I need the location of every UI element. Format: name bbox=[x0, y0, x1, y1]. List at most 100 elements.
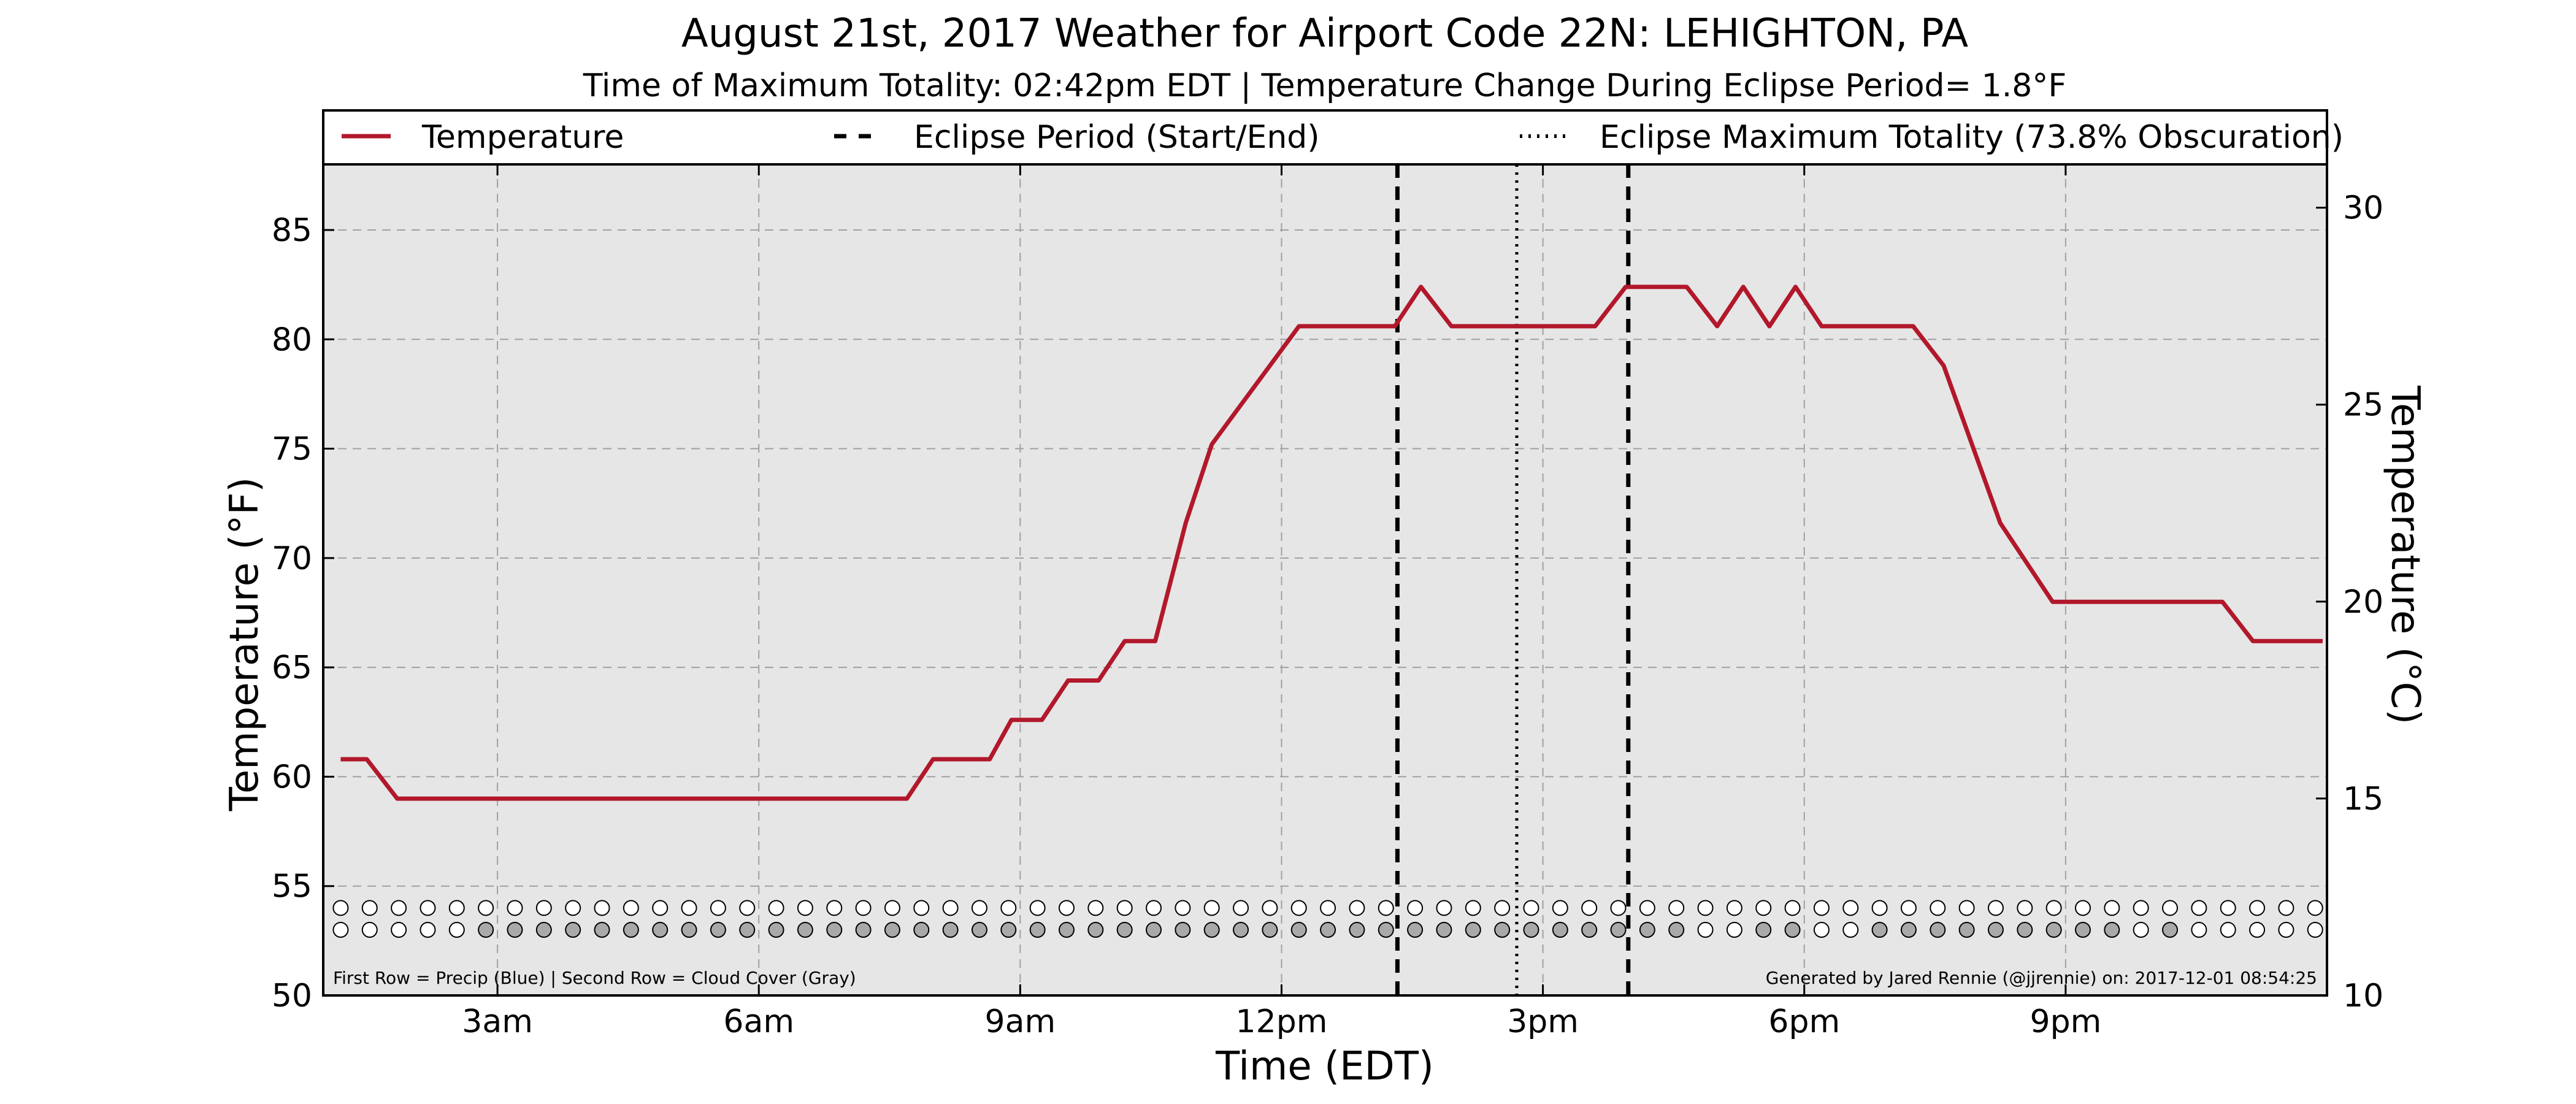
precip-dot bbox=[971, 900, 987, 916]
legend-temperature-label: Temperature bbox=[421, 119, 624, 156]
x-tick-label: 3pm bbox=[1507, 1003, 1579, 1040]
precip-dot bbox=[681, 900, 697, 916]
cloud-dot bbox=[652, 922, 669, 938]
precip-dot bbox=[652, 900, 669, 916]
precip-dot bbox=[2278, 900, 2294, 916]
precip-dot bbox=[1058, 900, 1075, 916]
precip-dot bbox=[535, 900, 552, 916]
x-tick-label: 6pm bbox=[1768, 1003, 1840, 1040]
cloud-dot bbox=[420, 922, 436, 938]
annotation-credit: Generated by Jared Rennie (@jjrennie) on… bbox=[1766, 968, 2317, 988]
precip-dot bbox=[2133, 900, 2149, 916]
cloud-dot bbox=[1581, 922, 1598, 938]
y-axis-label-right: Temperature (°C) bbox=[2382, 385, 2428, 724]
precip-dot bbox=[448, 900, 465, 916]
cloud-dot bbox=[565, 922, 581, 938]
y-right-tick-label: 20 bbox=[2343, 584, 2383, 621]
plot-area bbox=[323, 164, 2327, 995]
precip-dot bbox=[1116, 900, 1133, 916]
precip-dot bbox=[1203, 900, 1220, 916]
precip-dot bbox=[1262, 900, 1278, 916]
precip-dot bbox=[1639, 900, 1655, 916]
y-tick-label: 60 bbox=[272, 759, 312, 795]
precip-dot bbox=[1552, 900, 1568, 916]
cloud-dot bbox=[1639, 922, 1655, 938]
precip-dot bbox=[332, 900, 349, 916]
cloud-dot bbox=[1320, 922, 1336, 938]
cloud-dot bbox=[1610, 922, 1627, 938]
cloud-dot bbox=[1697, 922, 1714, 938]
cloud-dot bbox=[332, 922, 349, 938]
cloud-dot bbox=[2162, 922, 2179, 938]
precip-dot bbox=[420, 900, 436, 916]
y-tick-label: 65 bbox=[272, 650, 312, 686]
precip-dot bbox=[1871, 900, 1888, 916]
cloud-dot bbox=[2307, 922, 2323, 938]
precip-dot bbox=[1900, 900, 1917, 916]
y-right-tick-label: 25 bbox=[2343, 387, 2383, 424]
precip-dot bbox=[1697, 900, 1714, 916]
legend-eclipse-max-label: Eclipse Maximum Totality (73.8% Obscurat… bbox=[1600, 119, 2344, 156]
precip-dot bbox=[1784, 900, 1801, 916]
cloud-dot bbox=[2133, 922, 2149, 938]
precip-dot bbox=[391, 900, 407, 916]
precip-dot bbox=[1175, 900, 1191, 916]
precip-dot bbox=[1930, 900, 1946, 916]
precip-dot bbox=[1320, 900, 1336, 916]
cloud-dot bbox=[1407, 922, 1424, 938]
cloud-dot bbox=[1000, 922, 1017, 938]
precip-dot bbox=[1755, 900, 1772, 916]
precip-dot bbox=[2045, 900, 2062, 916]
precip-dot bbox=[2104, 900, 2120, 916]
precip-dot bbox=[1668, 900, 1685, 916]
precip-dot bbox=[913, 900, 930, 916]
precip-dot bbox=[2249, 900, 2266, 916]
indicator-dots bbox=[332, 900, 2323, 938]
precip-dot bbox=[478, 900, 494, 916]
precip-dot bbox=[1378, 900, 1394, 916]
precip-dot bbox=[361, 900, 378, 916]
cloud-dot bbox=[478, 922, 494, 938]
cloud-dot bbox=[1290, 922, 1307, 938]
precip-dot bbox=[942, 900, 959, 916]
precip-dot bbox=[1029, 900, 1046, 916]
precip-dot bbox=[855, 900, 872, 916]
cloud-dot bbox=[1087, 922, 1104, 938]
chart-title: August 21st, 2017 Weather for Airport Co… bbox=[681, 11, 1968, 56]
cloud-dot bbox=[507, 922, 523, 938]
cloud-dot bbox=[1175, 922, 1191, 938]
cloud-dot bbox=[535, 922, 552, 938]
precip-dot bbox=[2191, 900, 2207, 916]
cloud-dot bbox=[1987, 922, 2004, 938]
precip-dot bbox=[1842, 900, 1859, 916]
cloud-dot bbox=[913, 922, 930, 938]
precip-dot bbox=[884, 900, 900, 916]
cloud-dot bbox=[2104, 922, 2120, 938]
precip-dot bbox=[2162, 900, 2179, 916]
x-tick-label: 6am bbox=[723, 1003, 794, 1040]
precip-dot bbox=[1494, 900, 1511, 916]
precip-dot bbox=[1290, 900, 1307, 916]
chart-subtitle: Time of Maximum Totality: 02:42pm EDT | … bbox=[583, 67, 2066, 104]
cloud-dot bbox=[2017, 922, 2033, 938]
cloud-dot bbox=[1871, 922, 1888, 938]
cloud-dot bbox=[2220, 922, 2236, 938]
y-axis-label-left: Temperature (°F) bbox=[222, 477, 267, 812]
eclipse-layer bbox=[1395, 164, 1631, 995]
cloud-dot bbox=[1668, 922, 1685, 938]
cloud-dot bbox=[1262, 922, 1278, 938]
cloud-dot bbox=[1465, 922, 1481, 938]
legend-box bbox=[322, 109, 2328, 166]
precip-dot bbox=[2220, 900, 2236, 916]
precip-dot bbox=[1436, 900, 1452, 916]
cloud-dot bbox=[1523, 922, 1539, 938]
cloud-dot bbox=[623, 922, 639, 938]
cloud-dot bbox=[2191, 922, 2207, 938]
cloud-dot bbox=[1755, 922, 1772, 938]
x-tick-label: 9pm bbox=[2030, 1003, 2101, 1040]
x-tick-label: 12pm bbox=[1236, 1003, 1328, 1040]
precip-dot bbox=[1000, 900, 1017, 916]
precip-dot bbox=[1465, 900, 1481, 916]
precip-dot bbox=[826, 900, 843, 916]
